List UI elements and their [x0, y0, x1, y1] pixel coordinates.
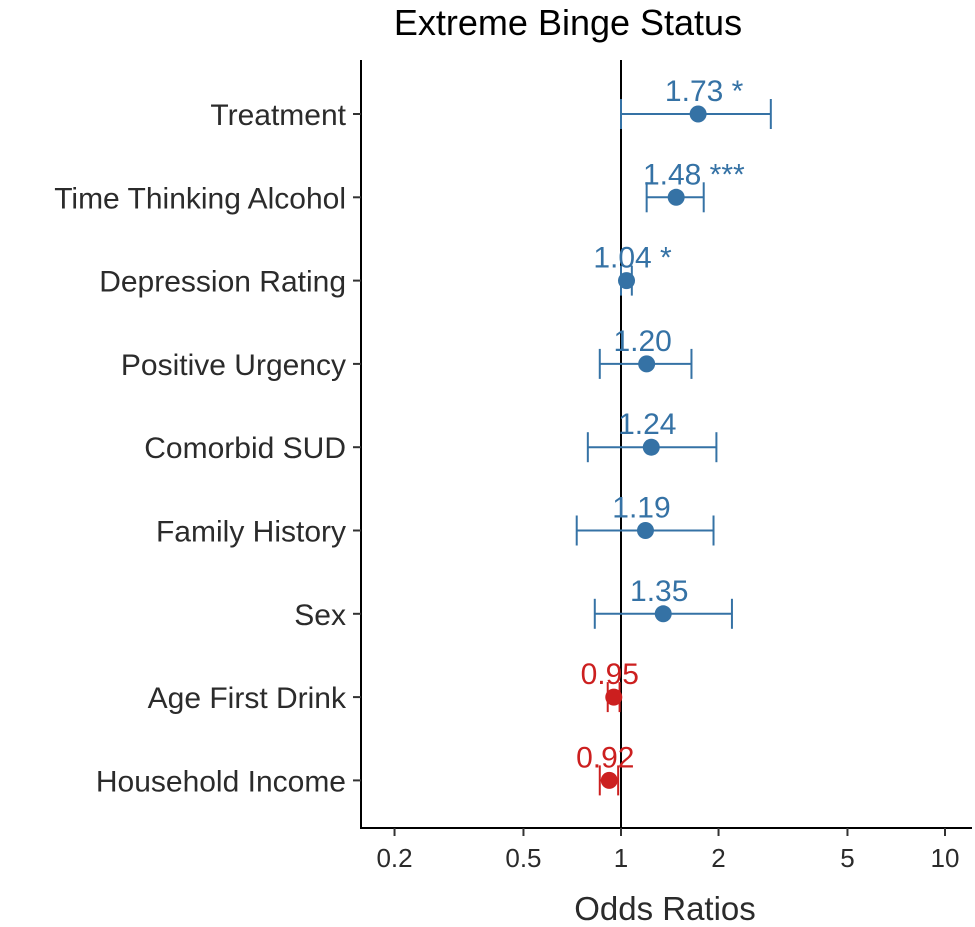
x-tick-label: 0.2 [376, 843, 412, 873]
data-label: 0.92 [576, 741, 634, 774]
data-label: 1.20 [613, 325, 671, 358]
x-tick-label: 5 [840, 843, 854, 873]
category-label: Depression Rating [99, 266, 346, 299]
category-label: Age First Drink [148, 682, 347, 715]
data-label: 1.48 *** [643, 158, 745, 191]
data-label: 1.19 [612, 492, 670, 525]
data-label: 0.95 [581, 658, 639, 691]
x-tick-label: 10 [931, 843, 960, 873]
point-estimate [638, 355, 656, 373]
data-label: 1.35 [630, 575, 688, 608]
plot-area: 0.2 0.5 1 2 5 10 Treatment 1.73 * Time Thinking … [54, 60, 972, 873]
data-label: 1.24 [618, 408, 676, 441]
point-estimate [605, 688, 623, 706]
category-label: Comorbid SUD [144, 432, 346, 465]
data-label: 1.04 * [593, 242, 672, 275]
chart-title: Extreme Binge Status [394, 2, 742, 43]
x-tick-label: 0.5 [505, 843, 541, 873]
category-label: Positive Urgency [121, 349, 346, 382]
point-estimate [667, 188, 685, 206]
point-estimate [618, 272, 636, 290]
point-estimate [600, 771, 618, 789]
data-label: 1.73 * [665, 75, 744, 108]
category-label: Sex [294, 599, 346, 632]
point-estimate [636, 522, 654, 539]
category-label: Time Thinking Alcohol [54, 182, 346, 215]
x-tick-label: 1 [614, 843, 628, 873]
point-estimate [654, 605, 672, 623]
point-estimate [642, 438, 660, 456]
category-label: Family History [156, 516, 346, 549]
category-label: Treatment [210, 99, 346, 132]
category-label: Household Income [96, 765, 346, 798]
x-tick-label: 2 [711, 843, 725, 873]
x-axis-title: Odds Ratios [574, 890, 756, 927]
point-estimate [689, 105, 707, 123]
